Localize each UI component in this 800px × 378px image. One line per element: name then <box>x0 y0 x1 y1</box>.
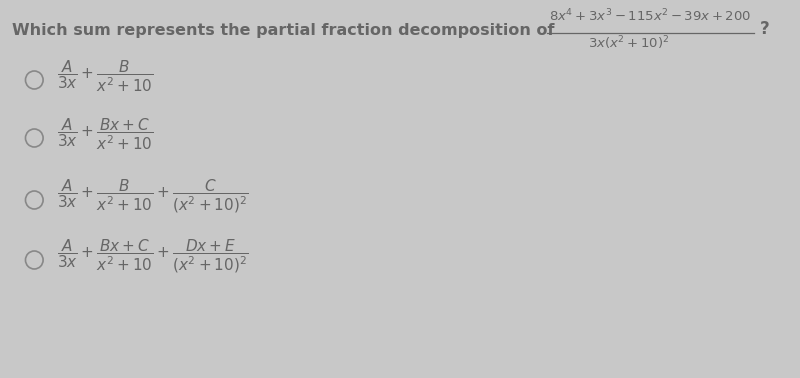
Text: $\dfrac{A}{3x} + \dfrac{Bx + C}{x^2 + 10} + \dfrac{Dx + E}{(x^2 + 10)^2}$: $\dfrac{A}{3x} + \dfrac{Bx + C}{x^2 + 10… <box>57 237 248 275</box>
Text: $\dfrac{A}{3x} + \dfrac{B}{x^2 + 10}$: $\dfrac{A}{3x} + \dfrac{B}{x^2 + 10}$ <box>57 58 154 94</box>
Text: $\dfrac{A}{3x} + \dfrac{Bx + C}{x^2 + 10}$: $\dfrac{A}{3x} + \dfrac{Bx + C}{x^2 + 10… <box>57 116 154 152</box>
Text: $3x(x^2 + 10)^2$: $3x(x^2 + 10)^2$ <box>588 34 670 52</box>
Text: ?: ? <box>760 20 770 38</box>
Text: $8x^4 + 3x^3 - 115x^2 - 39x + 200$: $8x^4 + 3x^3 - 115x^2 - 39x + 200$ <box>549 8 751 25</box>
Text: $\dfrac{A}{3x} + \dfrac{B}{x^2 + 10} + \dfrac{C}{(x^2 + 10)^2}$: $\dfrac{A}{3x} + \dfrac{B}{x^2 + 10} + \… <box>57 177 248 215</box>
Text: Which sum represents the partial fraction decomposition of: Which sum represents the partial fractio… <box>12 23 554 38</box>
